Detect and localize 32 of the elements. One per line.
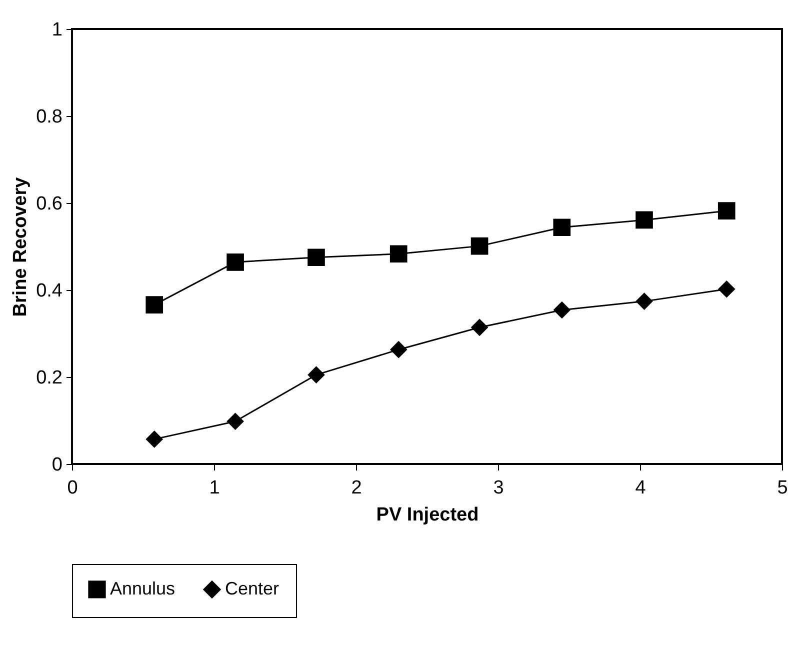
x-tick-label: 1 <box>209 478 220 498</box>
x-tick-label: 5 <box>777 478 788 498</box>
point <box>390 340 408 358</box>
point <box>146 430 164 448</box>
point <box>146 296 164 314</box>
point <box>553 301 571 319</box>
x-tick-label: 3 <box>493 478 504 498</box>
point <box>718 202 736 220</box>
point <box>308 366 325 384</box>
point <box>226 412 244 430</box>
y-axis-title: Brine Recovery <box>10 176 32 317</box>
point <box>308 248 325 266</box>
x-axis-title: PV Injected <box>376 504 479 526</box>
point <box>636 292 653 310</box>
x-tick-label: 0 <box>67 478 78 498</box>
y-tick-label: 1 <box>52 20 62 40</box>
y-tick-label: 0.2 <box>36 368 62 388</box>
point <box>470 237 488 255</box>
x-tick-label: 4 <box>635 478 646 498</box>
legend-label: Annulus <box>110 578 176 598</box>
y-tick-label: 0.6 <box>36 194 62 214</box>
point <box>226 254 244 271</box>
y-tick-label: 0.8 <box>36 106 62 128</box>
x-tick-label: 2 <box>351 478 362 498</box>
point <box>470 318 488 336</box>
y-tick-label: 0.4 <box>36 280 63 302</box>
point <box>636 211 653 229</box>
point <box>718 280 736 298</box>
y-tick-label: 0 <box>52 454 62 476</box>
legend-label: Center <box>225 578 280 598</box>
point <box>390 245 408 263</box>
point <box>553 218 571 236</box>
